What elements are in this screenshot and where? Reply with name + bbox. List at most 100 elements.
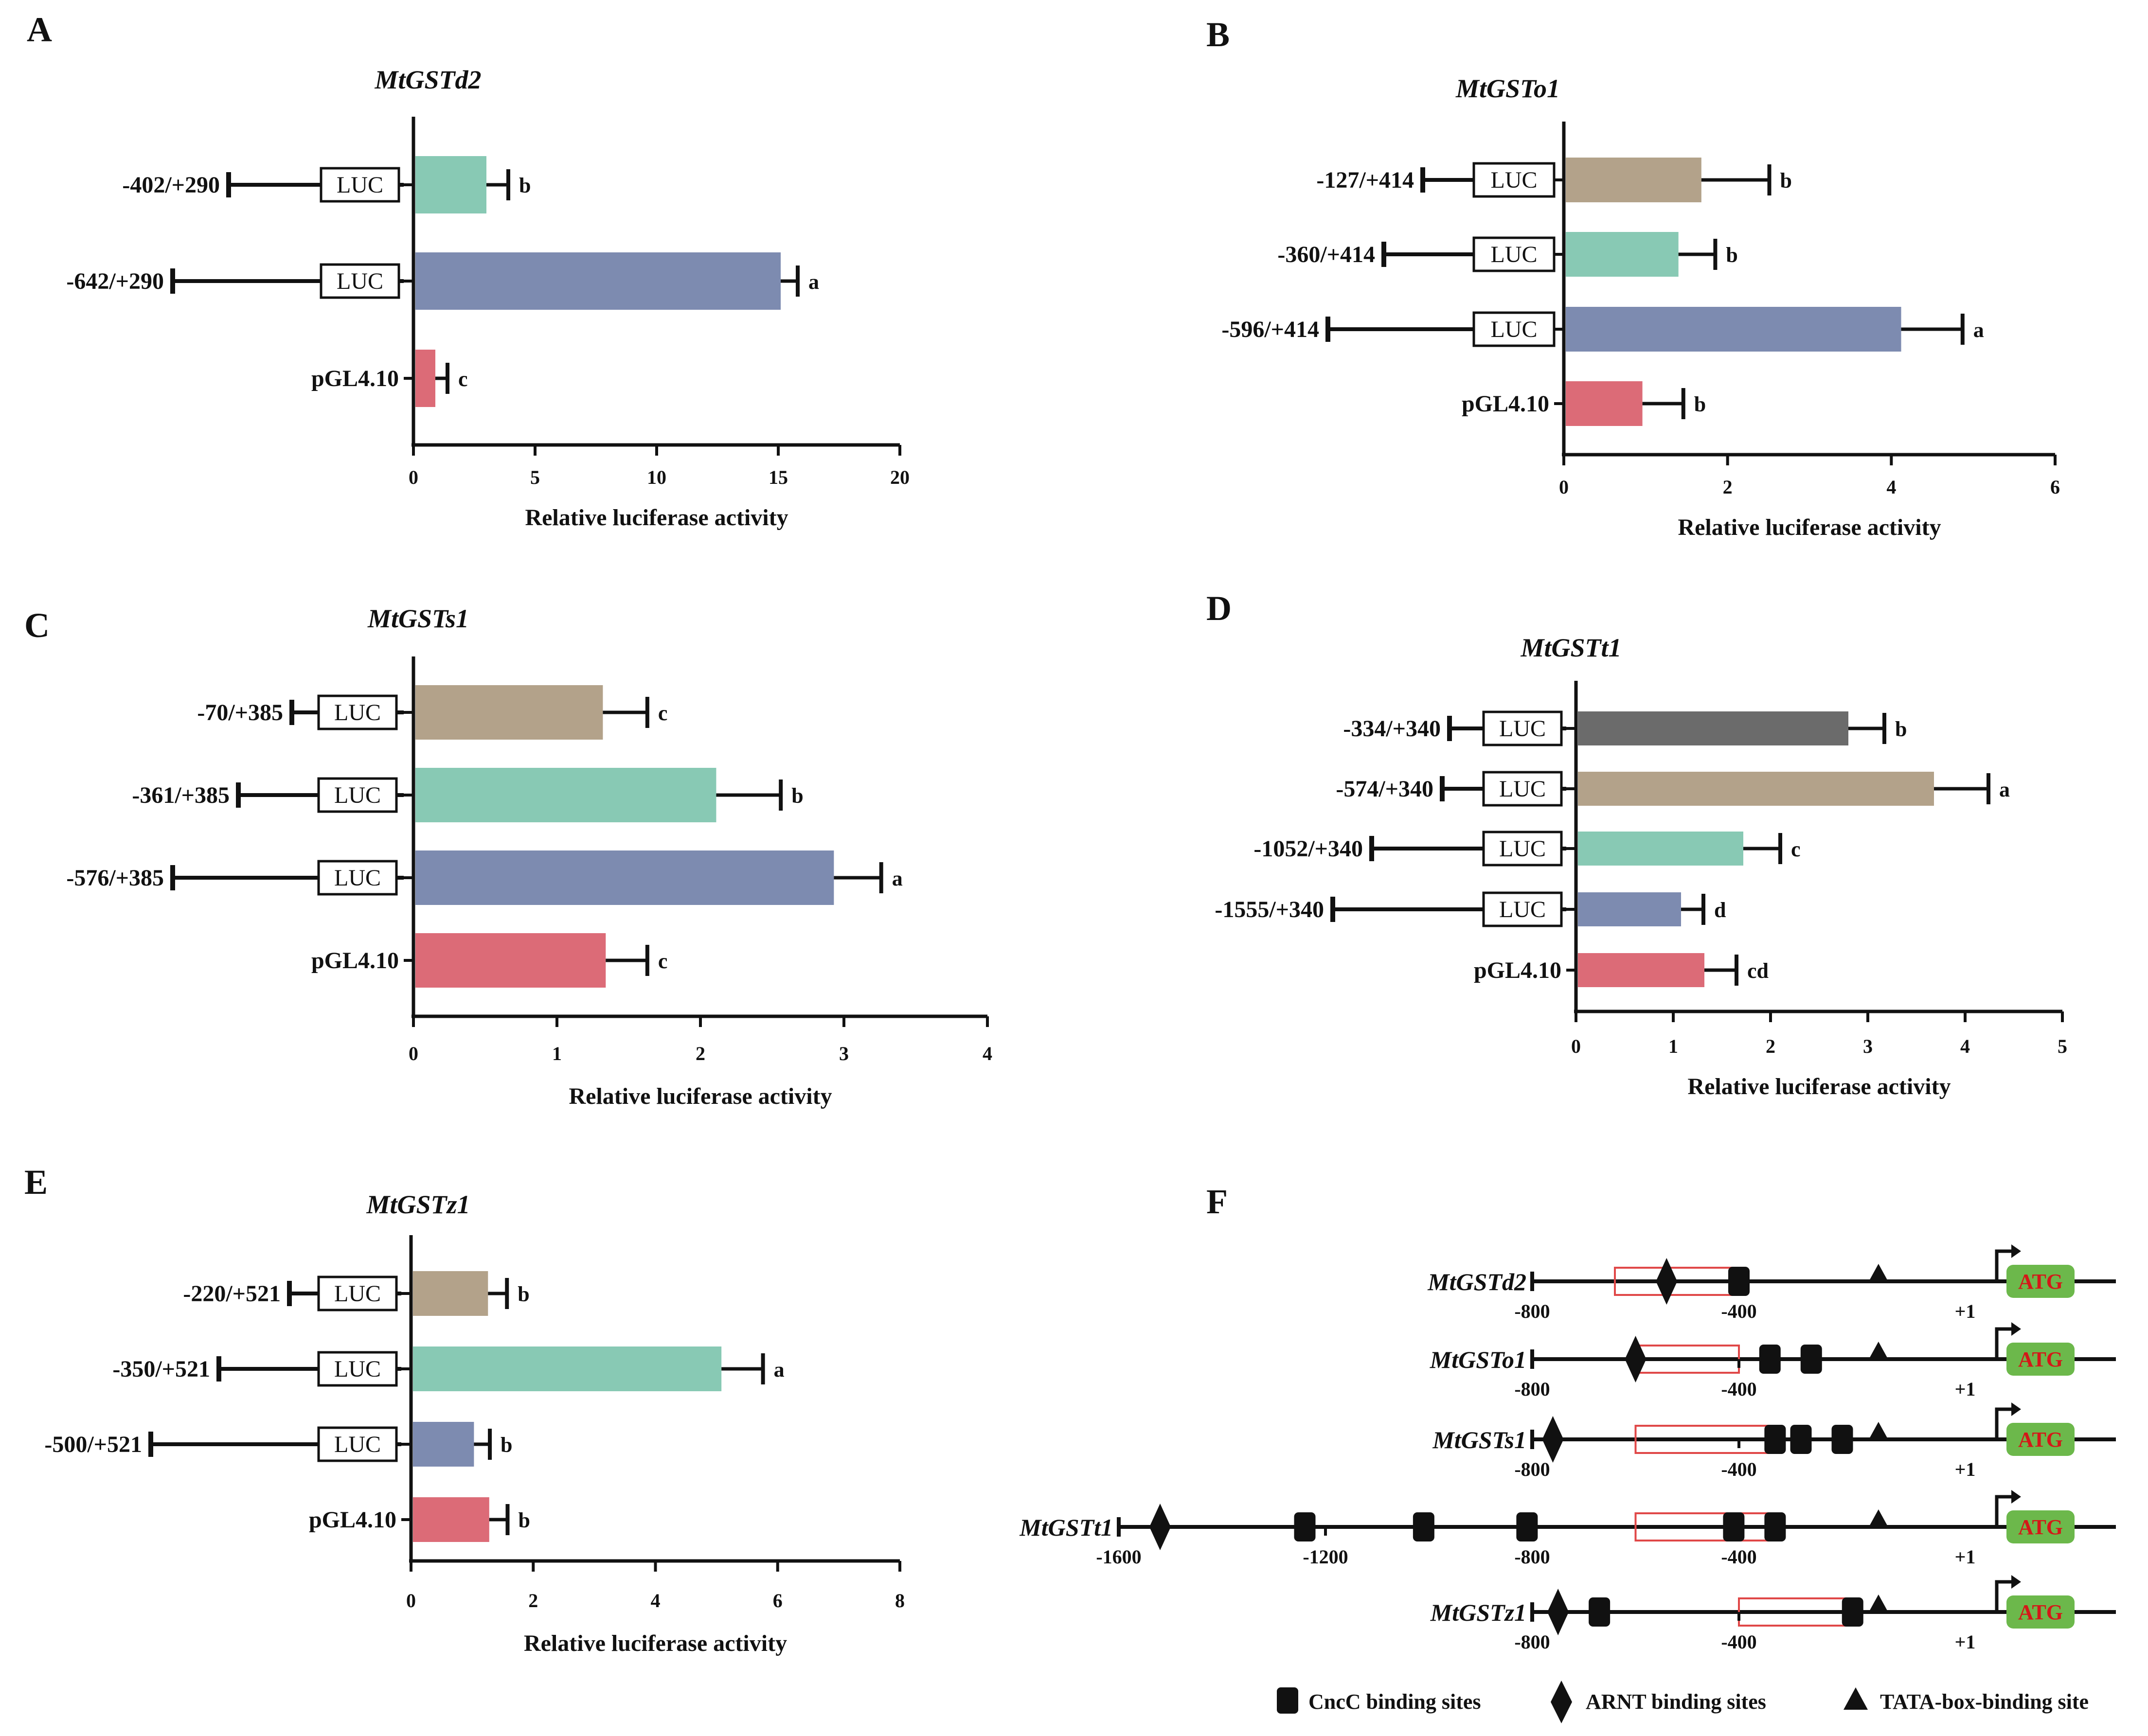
cncc-binding-site <box>1589 1597 1611 1627</box>
luc-box <box>317 777 398 813</box>
promoter-gene-name: MtGSTt1 <box>1019 1514 1113 1541</box>
cncc-binding-site <box>1764 1512 1786 1541</box>
bar <box>1578 953 1704 987</box>
luc-label: LUC <box>1499 776 1546 802</box>
significance-letter: b <box>501 1433 512 1457</box>
x-tick-label: 1 <box>552 1043 562 1064</box>
x-tick-label: 6 <box>773 1590 783 1612</box>
x-tick-label: 4 <box>1960 1035 1970 1057</box>
tss-arrow-icon <box>1995 1249 2011 1280</box>
significance-letter: a <box>774 1358 785 1382</box>
luc-label: LUC <box>334 1356 381 1382</box>
category-label: pGL4.10 <box>1462 391 1549 417</box>
luc-box <box>1482 831 1563 867</box>
cncc-binding-site <box>1294 1512 1316 1541</box>
luc-label: LUC <box>334 1432 381 1457</box>
significance-letter: b <box>519 174 531 197</box>
luc-box <box>317 694 398 730</box>
legend-tata-label: TATA-box-binding site <box>1880 1690 2089 1714</box>
significance-letter: b <box>791 784 803 808</box>
x-tick-label: 4 <box>983 1043 992 1064</box>
tss-arrow-icon <box>1995 1580 2011 1611</box>
category-label: -574/+340 <box>1336 776 1433 802</box>
luc-label: LUC <box>1491 167 1538 193</box>
significance-letter: c <box>658 949 668 973</box>
luc-label: LUC <box>1491 242 1538 267</box>
legend-cncc-label: CncC binding sites <box>1308 1690 1481 1714</box>
tss-arrow-icon <box>1995 1327 2011 1358</box>
x-tick-label: 0 <box>409 466 418 488</box>
position-label: -1200 <box>1303 1546 1348 1568</box>
promoter-map: MtGSTd2 -800 -400 +1 ATG MtGSTo1 -800 -400 +1 ATG… <box>1019 1244 2116 1653</box>
luc-label: LUC <box>334 865 381 891</box>
significance-letter: a <box>808 270 819 294</box>
significance-letter: a <box>892 867 903 890</box>
bar <box>1578 892 1681 926</box>
x-tick-label: 3 <box>839 1043 849 1064</box>
x-tick-label: 4 <box>651 1590 661 1612</box>
x-axis-label: Relative luciferase activity <box>1687 1074 1951 1099</box>
atg-box <box>2006 1343 2075 1376</box>
category-label: -360/+414 <box>1277 242 1375 267</box>
tss-arrowhead-icon <box>2011 1575 2021 1589</box>
bar <box>415 768 716 822</box>
tss-label: +1 <box>1955 1546 1976 1568</box>
significance-letter: a <box>1973 318 1984 342</box>
panel-label-d: D <box>1206 589 1232 628</box>
tata-box-binding-site <box>1867 1264 1889 1283</box>
bar <box>1578 772 1934 806</box>
position-label: -400 <box>1721 1546 1756 1568</box>
promoter-gene-name: MtGSTs1 <box>1432 1426 1526 1453</box>
x-tick-label: 2 <box>1766 1035 1775 1057</box>
tata-box-binding-site <box>1867 1342 1889 1361</box>
significance-letter: c <box>1791 837 1801 861</box>
atg-box <box>2006 1265 2075 1298</box>
luc-box <box>317 860 398 896</box>
cncc-binding-site <box>1831 1425 1853 1454</box>
category-label: -70/+385 <box>197 700 283 726</box>
bar <box>413 1271 488 1316</box>
significance-letter: b <box>1895 717 1907 741</box>
tss-arrow-icon <box>1995 1495 2011 1526</box>
x-tick-label: 10 <box>647 466 666 488</box>
position-label: -800 <box>1514 1378 1550 1400</box>
chart-mtgstz1: MtGSTz1 0 2 4 6 8 Relative luciferase activity… <box>44 1190 905 1656</box>
x-tick-label: 3 <box>1863 1035 1873 1057</box>
significance-letter: d <box>1714 898 1726 922</box>
atg-label: ATG <box>2018 1428 2063 1452</box>
atg-box <box>2006 1595 2075 1629</box>
chart-mtgsts1: MtGSTs1 0 1 2 3 4 Relative luciferase activity… <box>66 604 992 1109</box>
tata-box-binding-site <box>1867 1422 1889 1441</box>
tss-label: +1 <box>1955 1631 1976 1653</box>
position-label: -1600 <box>1096 1546 1141 1568</box>
significance-letter: b <box>1694 392 1706 416</box>
x-tick-label: 0 <box>1559 476 1569 498</box>
luc-box <box>320 167 400 203</box>
luc-box <box>317 1351 398 1387</box>
position-label: -800 <box>1514 1300 1550 1322</box>
luc-box <box>1482 891 1563 927</box>
panel-label-c: C <box>24 606 50 645</box>
category-label: pGL4.10 <box>1474 957 1561 983</box>
category-label: -127/+414 <box>1316 167 1414 193</box>
cncc-binding-site <box>1759 1345 1781 1374</box>
chart-mtgstt1: MtGSTt1 0 1 2 3 4 5 Relative luciferase activit… <box>1215 633 2067 1099</box>
significance-letter: b <box>1726 243 1737 267</box>
bar <box>413 1422 474 1467</box>
bar <box>1578 711 1848 745</box>
luc-label: LUC <box>337 268 383 294</box>
significance-letter: b <box>518 1282 529 1306</box>
arnt-binding-site <box>1547 1589 1569 1635</box>
luc-label: LUC <box>1499 897 1546 922</box>
tss-arrowhead-icon <box>2011 1490 2021 1504</box>
x-tick-label: 20 <box>890 466 910 488</box>
x-tick-label: 2 <box>528 1590 538 1612</box>
category-label: -1555/+340 <box>1215 897 1324 922</box>
legend-arnt-label: ARNT binding sites <box>1586 1690 1766 1714</box>
tss-arrowhead-icon <box>2011 1322 2021 1336</box>
x-axis-label: Relative luciferase activity <box>524 1630 787 1656</box>
significance-letter: b <box>518 1508 530 1532</box>
bar <box>1578 832 1743 866</box>
promoter-gene-name: MtGSTz1 <box>1430 1599 1526 1626</box>
cncc-binding-site <box>1790 1425 1812 1454</box>
